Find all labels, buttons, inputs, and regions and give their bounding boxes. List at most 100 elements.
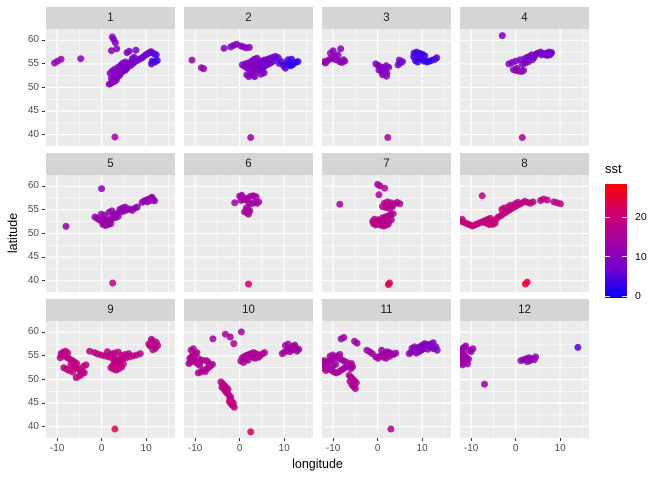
data-point: [113, 363, 121, 371]
facet-panel: [460, 321, 589, 438]
data-point: [98, 185, 106, 193]
facet-5: 5: [46, 153, 175, 292]
data-point: [529, 198, 537, 206]
data-point: [125, 350, 133, 358]
y-tick-mark: [42, 39, 45, 41]
y-tick-label: 50: [27, 81, 39, 93]
x-tick-mark: [101, 438, 103, 441]
data-point: [329, 362, 337, 370]
data-point: [374, 354, 382, 362]
facet-2: 2: [184, 7, 313, 146]
data-point: [286, 348, 294, 356]
y-tick-label: 40: [27, 420, 39, 432]
data-point: [464, 360, 472, 368]
data-point: [119, 360, 127, 368]
x-tick-label: 10: [554, 443, 566, 454]
data-point: [322, 367, 330, 374]
y-tick-mark: [42, 379, 45, 380]
data-point: [322, 58, 328, 66]
data-point: [251, 73, 259, 81]
data-point: [118, 351, 126, 359]
legend-tick-mark: [605, 256, 610, 258]
data-point: [351, 385, 359, 392]
y-tick-label: 55: [27, 349, 39, 361]
facet-strip-label: 1: [46, 7, 175, 29]
data-point: [574, 343, 582, 351]
data-point: [336, 200, 344, 208]
facet-8: 8: [460, 153, 589, 292]
data-point: [245, 280, 252, 288]
x-tick-label: 10: [278, 443, 290, 454]
data-point: [387, 425, 395, 433]
x-tick-label: 0: [98, 443, 105, 454]
data-point: [532, 353, 540, 361]
data-point: [244, 356, 252, 364]
data-point: [240, 43, 248, 51]
facet-panel: [46, 321, 175, 438]
legend-gradient-bar: 20 10 0: [605, 184, 647, 301]
data-point: [288, 55, 296, 63]
data-point: [257, 70, 265, 78]
data-point: [518, 134, 526, 141]
x-tick-mark: [470, 438, 472, 441]
data-point: [128, 55, 136, 63]
data-point: [518, 60, 526, 68]
data-point: [231, 199, 239, 207]
data-point: [113, 45, 121, 53]
facet-4: 4: [460, 7, 589, 146]
facet-strip-label: 5: [46, 153, 175, 175]
x-tick-label: -10: [187, 443, 203, 454]
data-point: [147, 60, 155, 68]
facet-panel: [322, 321, 451, 438]
facet-6: 6: [184, 153, 313, 292]
data-point: [62, 222, 70, 230]
facet-strip-label: 12: [460, 299, 589, 321]
facet-strip-label: 11: [322, 299, 451, 321]
data-point: [153, 57, 161, 65]
legend-tick-mark: [622, 256, 627, 258]
y-tick-label: 50: [27, 227, 39, 239]
facet-strip-label: 6: [184, 153, 313, 175]
sst-legend: sst 20 10 0: [605, 161, 647, 301]
data-point: [220, 44, 228, 52]
x-tick-label: 0: [512, 443, 519, 454]
data-point: [255, 198, 263, 206]
data-point: [111, 358, 118, 366]
data-point: [100, 215, 108, 223]
legend-tick-label: 10: [635, 250, 647, 263]
data-point: [433, 346, 441, 354]
y-tick-mark: [42, 256, 45, 258]
facet-panel: [184, 29, 313, 146]
data-point: [189, 345, 197, 353]
x-tick-label: -10: [463, 443, 479, 454]
legend-tick-label: 20: [635, 211, 647, 224]
facet-10: 10: [184, 299, 313, 438]
x-tick-mark: [332, 438, 334, 441]
legend-tick-mark: [605, 295, 610, 297]
x-tick-mark: [283, 438, 285, 441]
data-point: [388, 203, 396, 211]
x-tick-label: 10: [140, 443, 152, 454]
data-point: [378, 346, 386, 354]
legend-tick-mark: [622, 295, 627, 297]
legend-tick-label: 0: [635, 290, 641, 303]
data-point: [107, 47, 115, 55]
x-tick-mark: [56, 438, 58, 441]
data-point: [424, 345, 432, 353]
data-point: [412, 349, 420, 357]
data-point: [226, 333, 234, 341]
data-point: [121, 203, 129, 211]
x-tick-mark: [559, 438, 561, 441]
data-point: [329, 351, 337, 359]
data-point: [363, 346, 371, 354]
y-tick-label: 40: [27, 274, 39, 286]
data-point: [481, 380, 488, 388]
facet-strip-label: 4: [460, 7, 589, 29]
data-point: [553, 199, 561, 207]
data-point: [513, 64, 521, 72]
data-point: [469, 345, 477, 353]
data-point: [123, 49, 131, 57]
y-tick-label: 45: [27, 105, 39, 117]
data-point: [77, 55, 85, 63]
x-tick-label: -10: [49, 443, 65, 454]
